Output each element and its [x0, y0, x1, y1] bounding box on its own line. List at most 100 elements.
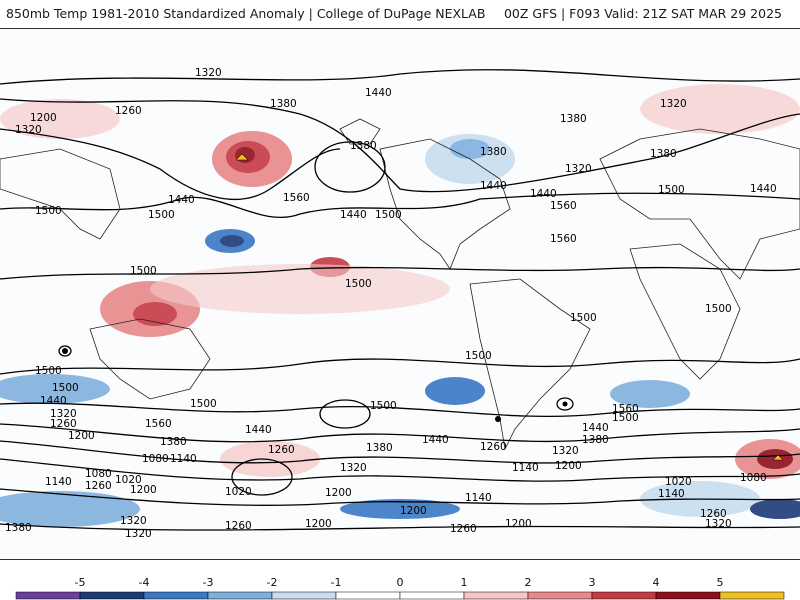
contour-label: 1320	[120, 515, 147, 527]
contour-labels: 1320 1440 1380 1260 1380 1320 1200 1320 …	[5, 67, 777, 540]
contour-label: 1440	[750, 183, 777, 195]
colorbar-tick-label: -4	[139, 576, 150, 589]
colorbar-tick-label: 4	[653, 576, 660, 589]
anomaly-map: 1320 1440 1380 1260 1380 1320 1200 1320 …	[0, 28, 800, 560]
contour-label: 1560	[550, 200, 577, 212]
colorbar-swatches	[15, 591, 785, 600]
colorbar-tick-label: 0	[397, 576, 404, 589]
contour-label: 1020	[665, 476, 692, 488]
contour-label: 1200	[400, 505, 427, 517]
colorbar-tick-label: 5	[717, 576, 724, 589]
colorbar-swatch	[655, 591, 721, 600]
contour-label: 1380	[366, 442, 393, 454]
contour-label: 1500	[345, 278, 372, 290]
contour-label: 1380	[480, 146, 507, 158]
contour-label: 1560	[145, 418, 172, 430]
colorbar-tick-label: 2	[525, 576, 532, 589]
contour-label: 1200	[305, 518, 332, 530]
contour-label: 1200	[505, 518, 532, 530]
contour-label: 1140	[45, 476, 72, 488]
contour-label: 1200	[325, 487, 352, 499]
cold-anomaly-shading	[0, 134, 800, 527]
contour-label: 1200	[30, 112, 57, 124]
contour-label: 1560	[612, 403, 639, 415]
contour-label: 1440	[530, 188, 557, 200]
contour-label: 1500	[35, 365, 62, 377]
contour-label: 1500	[612, 412, 639, 424]
colorbar-swatch	[79, 591, 145, 600]
colorbar-swatch	[207, 591, 273, 600]
contour-label: 1380	[5, 522, 32, 534]
contour-label: 1140	[512, 462, 539, 474]
contour-label: 1380	[560, 113, 587, 125]
contour-label: 1260	[85, 480, 112, 492]
coastlines	[0, 118, 800, 451]
contour-label: 1320	[195, 67, 222, 79]
contour-label: 1440	[40, 395, 67, 407]
contour-label: 1380	[650, 148, 677, 160]
map-canvas: 1320 1440 1380 1260 1380 1320 1200 1320 …	[0, 67, 800, 540]
contour-label: 1020	[115, 474, 142, 486]
contour-label: 1500	[658, 184, 685, 196]
contour-label: 1260	[225, 520, 252, 532]
contour-label: 1500	[375, 209, 402, 221]
contour-label: 1500	[465, 350, 492, 362]
model-run-info: 00Z GFS | F093 Valid: 21Z SAT MAR 29 202…	[503, 6, 782, 21]
colorbar-tick-label: 1	[461, 576, 468, 589]
contour-label: 1440	[480, 180, 507, 192]
colorbar-tick-label: -1	[331, 576, 342, 589]
pressure-center-markers	[62, 153, 784, 461]
contour-label: 1380	[270, 98, 297, 110]
colorbar-tick-label: -2	[267, 576, 278, 589]
contour-label: 1260	[700, 508, 727, 520]
contour-label: 1260	[268, 444, 295, 456]
contour-label: 1440	[582, 422, 609, 434]
contour-label: 1260	[50, 418, 77, 430]
colorbar-tick-label: 3	[589, 576, 596, 589]
colorbar-swatch	[399, 591, 465, 600]
contour-label: 1440	[365, 87, 392, 99]
contour-label: 1140	[465, 492, 492, 504]
colorbar-swatch	[591, 591, 657, 600]
contour-label: 1500	[52, 382, 79, 394]
contour-label: 1500	[35, 205, 62, 217]
contour-label: 1500	[190, 398, 217, 410]
contour-label: 1260	[480, 441, 507, 453]
contour-label: 1320	[660, 98, 687, 110]
contour-label: 1140	[170, 453, 197, 465]
contour-label: 1080	[740, 472, 767, 484]
colorbar-tick-label: -3	[203, 576, 214, 589]
colorbar-swatch	[335, 591, 401, 600]
contour-label: 1320	[125, 528, 152, 540]
contour-label: 1140	[658, 488, 685, 500]
contour-label: 1560	[550, 233, 577, 245]
contour-label: 1440	[245, 424, 272, 436]
colorbar-labels: -5 -4 -3 -2 -1 0 1 2 3 4 5	[75, 576, 724, 589]
contour-label: 1500	[130, 265, 157, 277]
colorbar-tick-label: -5	[75, 576, 86, 589]
contour-label: 1080	[85, 468, 112, 480]
contour-label: 1440	[168, 194, 195, 206]
contour-label: 1320	[50, 408, 77, 420]
contour-label: 1320	[552, 445, 579, 457]
contour-label: 1500	[370, 400, 397, 412]
contour-label: 1020	[225, 486, 252, 498]
contour-label: 1260	[115, 105, 142, 117]
contour-label: 1560	[283, 192, 310, 204]
contour-label: 1320	[340, 462, 367, 474]
contour-label: 1320	[565, 163, 592, 175]
contour-label: 1500	[148, 209, 175, 221]
contour-label: 1380	[160, 436, 187, 448]
contour-label: 1380	[350, 140, 377, 152]
anomaly-colorbar: -5 -4 -3 -2 -1 0 1 2 3 4 5	[15, 576, 785, 600]
colorbar-swatch	[15, 591, 81, 600]
contour-label: 1080	[142, 453, 169, 465]
colorbar-swatch	[527, 591, 593, 600]
map-title: 850mb Temp 1981-2010 Standardized Anomal…	[6, 6, 486, 21]
contour-label: 1440	[340, 209, 367, 221]
contour-label: 1200	[130, 484, 157, 496]
contour-label: 1500	[705, 303, 732, 315]
contour-label: 1320	[705, 518, 732, 530]
contour-label: 1200	[68, 430, 95, 442]
contour-label: 1260	[450, 523, 477, 535]
